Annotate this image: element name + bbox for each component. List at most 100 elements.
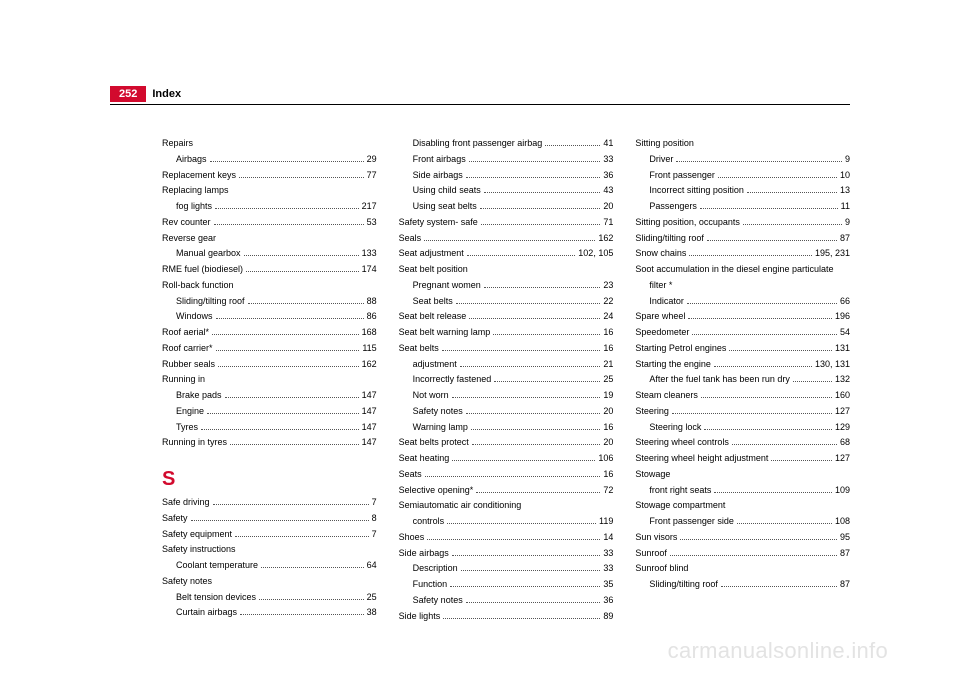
leader-dots: [480, 208, 601, 209]
index-entry-label: Safety notes: [413, 404, 463, 420]
index-entry-page: 16: [603, 420, 613, 436]
leader-dots: [425, 476, 601, 477]
index-entry-label: Soot accumulation in the diesel engine p…: [635, 262, 833, 278]
index-entry-label: Safety: [162, 511, 188, 527]
index-entry-page: 20: [603, 404, 613, 420]
leader-dots: [240, 614, 364, 615]
index-entry: Manual gearbox133: [162, 246, 377, 262]
index-entry: Coolant temperature64: [162, 558, 377, 574]
index-entry: Airbags29: [162, 152, 377, 168]
index-entry-page: 71: [603, 215, 613, 231]
leader-dots: [484, 192, 601, 193]
index-entry-label: Curtain airbags: [176, 605, 237, 621]
leader-dots: [447, 523, 596, 524]
index-entry: Starting the engine130, 131: [635, 357, 850, 373]
leader-dots: [466, 413, 601, 414]
index-entry-page: 72: [603, 483, 613, 499]
page-header: 252 Index: [110, 86, 850, 105]
leader-dots: [729, 350, 832, 351]
index-entry-label: Safety system- safe: [399, 215, 478, 231]
index-entry: Reverse gear: [162, 231, 377, 247]
index-entry: Speedometer54: [635, 325, 850, 341]
index-entry-label: Manual gearbox: [176, 246, 241, 262]
index-entry-label: Windows: [176, 309, 213, 325]
index-entry-page: 147: [362, 404, 377, 420]
leader-dots: [467, 255, 576, 256]
index-entry-label: Safety notes: [413, 593, 463, 609]
index-content: RepairsAirbags29Replacement keys77Replac…: [162, 136, 850, 624]
index-entry-page: 87: [840, 231, 850, 247]
index-entry: Seat adjustment102, 105: [399, 246, 614, 262]
index-entry-page: 36: [603, 593, 613, 609]
leader-dots: [721, 586, 837, 587]
index-entry-page: 33: [603, 561, 613, 577]
leader-dots: [771, 460, 832, 461]
index-entry-page: 147: [362, 388, 377, 404]
leader-dots: [689, 255, 812, 256]
index-entry-label: Stowage compartment: [635, 498, 725, 514]
index-entry-label: Semiautomatic air conditioning: [399, 498, 522, 514]
index-entry-label: Spare wheel: [635, 309, 685, 325]
index-entry-label: adjustment: [413, 357, 457, 373]
index-entry: Front passenger10: [635, 168, 850, 184]
index-entry-page: 25: [603, 372, 613, 388]
index-entry-label: Safety notes: [162, 574, 212, 590]
index-entry-label: Sun visors: [635, 530, 677, 546]
index-entry-page: 14: [603, 530, 613, 546]
index-entry-label: Seat belt warning lamp: [399, 325, 491, 341]
index-entry: Safety equipment7: [162, 527, 377, 543]
index-entry-label: Selective opening*: [399, 483, 474, 499]
index-entry-page: 162: [362, 357, 377, 373]
leader-dots: [493, 334, 600, 335]
index-entry-label: Starting Petrol engines: [635, 341, 726, 357]
index-entry-label: Running in tyres: [162, 435, 227, 451]
index-entry-label: Sliding/tilting roof: [635, 231, 704, 247]
index-entry: Selective opening* 72: [399, 483, 614, 499]
index-entry-label: Running in: [162, 372, 205, 388]
leader-dots: [670, 555, 837, 556]
index-entry: Curtain airbags38: [162, 605, 377, 621]
index-entry-label: Seat belts protect: [399, 435, 469, 451]
index-entry-page: 195, 231: [815, 246, 850, 262]
index-entry-page: 9: [845, 152, 850, 168]
index-entry-page: 217: [362, 199, 377, 215]
index-entry: Side airbags36: [399, 168, 614, 184]
index-column-2: Disabling front passenger airbag41Front …: [399, 136, 614, 624]
index-entry-page: 16: [603, 341, 613, 357]
index-entry-page: 87: [840, 577, 850, 593]
index-entry-label: Sliding/tilting roof: [649, 577, 718, 593]
index-entry: filter *: [635, 278, 850, 294]
index-entry: Running in tyres147: [162, 435, 377, 451]
index-entry: Side lights89: [399, 609, 614, 625]
index-entry-label: Seat adjustment: [399, 246, 464, 262]
leader-dots: [210, 161, 364, 162]
index-entry-page: 33: [603, 152, 613, 168]
leader-dots: [207, 413, 359, 414]
section-letter: S: [162, 469, 377, 489]
index-entry-page: 16: [603, 467, 613, 483]
index-entry-page: 25: [367, 590, 377, 606]
index-entry-label: Seat belt position: [399, 262, 468, 278]
index-entry: RME fuel (biodiesel)174: [162, 262, 377, 278]
leader-dots: [545, 145, 600, 146]
leader-dots: [452, 397, 601, 398]
index-entry: Sun visors95: [635, 530, 850, 546]
index-entry-page: 115: [362, 341, 376, 357]
index-entry-page: 41: [603, 136, 613, 152]
index-entry-page: 7: [372, 527, 377, 543]
index-entry: Side airbags33: [399, 546, 614, 562]
index-entry-label: After the fuel tank has been run dry: [649, 372, 790, 388]
index-entry-label: Incorrect sitting position: [649, 183, 744, 199]
index-entry: Sliding/tilting roof 87: [635, 577, 850, 593]
index-entry: Sitting position, occupants9: [635, 215, 850, 231]
leader-dots: [469, 318, 600, 319]
index-entry-page: 7: [372, 495, 377, 511]
leader-dots: [218, 366, 359, 367]
index-entry-page: 160: [835, 388, 850, 404]
index-entry-page: 109: [835, 483, 850, 499]
index-entry-label: Safety instructions: [162, 542, 236, 558]
leader-dots: [443, 618, 600, 619]
leader-dots: [494, 381, 600, 382]
index-entry-page: 66: [840, 294, 850, 310]
index-entry: Windows86: [162, 309, 377, 325]
